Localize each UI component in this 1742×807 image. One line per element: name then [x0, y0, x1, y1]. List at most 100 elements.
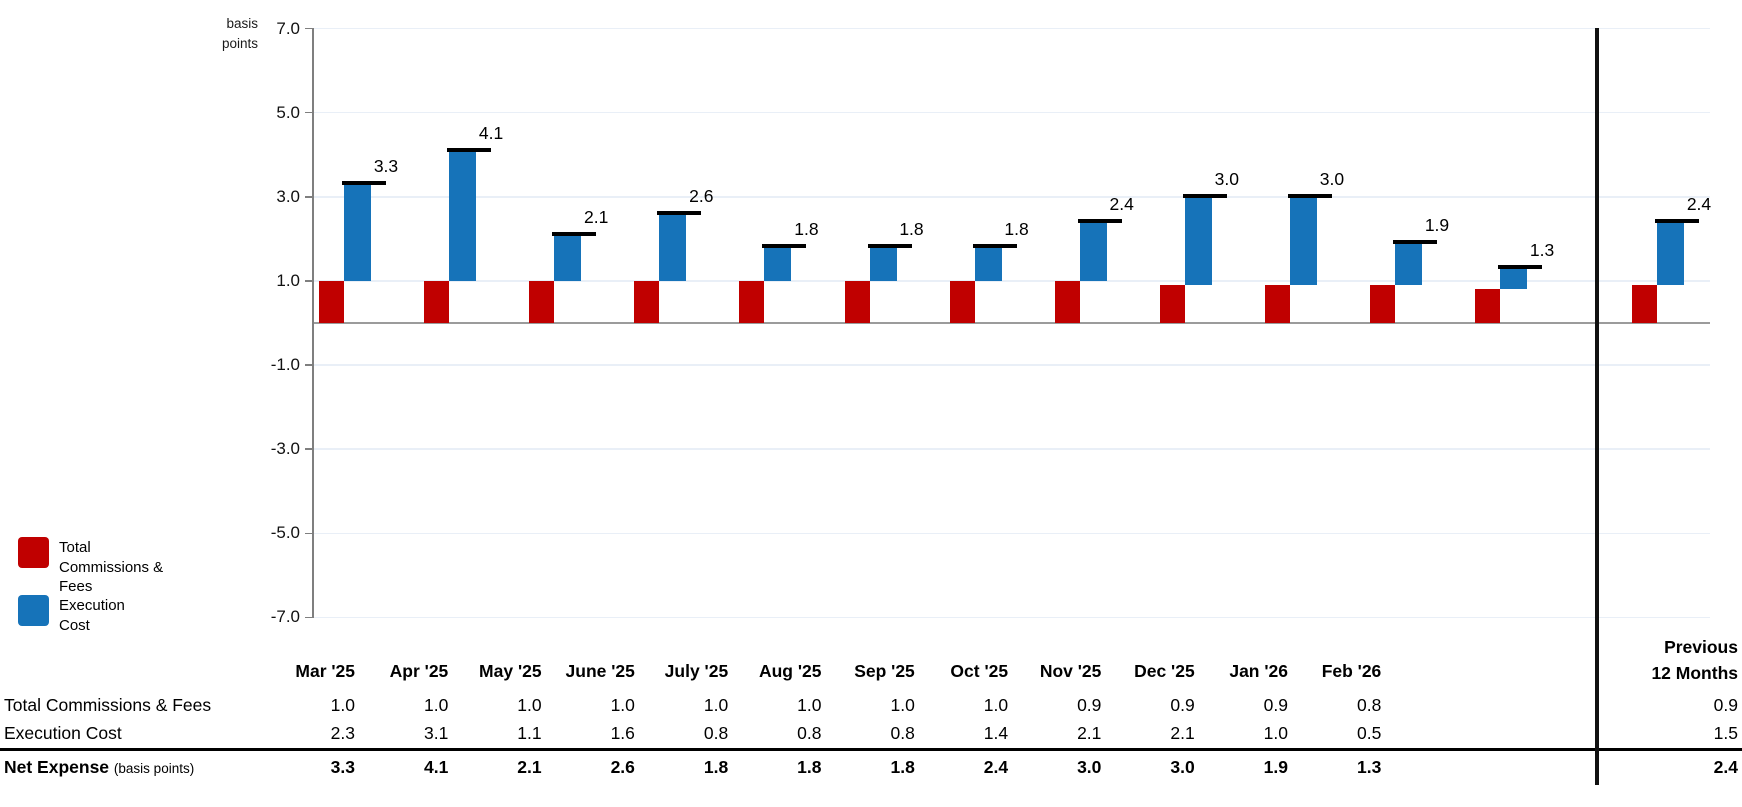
net-expense-value-label: 2.6 [689, 185, 714, 206]
y-tick-label: -5.0 [270, 523, 300, 543]
table-cell-net-expense: 4.1 [423, 757, 449, 777]
table-cell-total-commissions: 1.0 [330, 695, 355, 715]
net-expense-value-label: 1.8 [794, 219, 819, 240]
table-cell-execution-cost: 1.6 [610, 723, 635, 743]
table-row-label-net-expense: Net Expense (basis points) [4, 756, 194, 780]
bar-execution-cost [764, 247, 792, 281]
net-expense-value-label: 1.3 [1529, 240, 1555, 261]
table-cell-total-commissions: 1.0 [610, 695, 635, 715]
gridline [312, 616, 1710, 619]
table-cell-net-expense: 1.8 [797, 757, 822, 777]
net-expense-marker [1077, 219, 1122, 224]
table-header-month: Feb '26 [1321, 661, 1382, 681]
y-axis-tick [305, 111, 312, 114]
y-axis-line [312, 28, 314, 618]
table-header-month: May '25 [479, 661, 542, 681]
net-expense-marker [342, 181, 386, 186]
net-expense-marker [972, 244, 1017, 249]
net-expense-marker [1182, 193, 1227, 198]
table-cell-net-expense: 2.1 [517, 757, 542, 777]
net-expense-value-label: 1.8 [899, 219, 924, 240]
y-axis-tick [305, 27, 312, 30]
legend-label-total-commissions: Total Commissions & Fees [59, 539, 164, 595]
table-cell-total-commissions: 1.0 [423, 695, 449, 715]
table-cell-net-expense: 3.0 [1077, 757, 1102, 777]
bar-execution-cost [974, 247, 1002, 281]
bar-execution-cost [659, 213, 687, 281]
table-cell-net-expense: 1.3 [1356, 757, 1382, 777]
table-cell-total-commissions: 0.9 [1263, 695, 1288, 715]
bar-total-commissions-fees [319, 280, 344, 323]
table-total-rule [0, 748, 1742, 751]
net-expense-marker [1498, 265, 1543, 270]
net-expense-value-label: 3.0 [1214, 168, 1239, 189]
bar-execution-cost [1184, 196, 1212, 286]
table-header-month: Dec '25 [1134, 661, 1195, 681]
table-cell-execution-cost: 1.1 [517, 723, 542, 743]
bar-total-commissions-fees [1632, 285, 1657, 323]
gridline [312, 27, 1710, 30]
table-header-month: Apr '25 [389, 661, 449, 681]
bar-execution-cost [1500, 268, 1528, 290]
net-expense-marker [657, 210, 702, 215]
y-axis-tick [305, 196, 312, 198]
net-expense-value-label: 2.4 [1109, 194, 1134, 215]
bar-execution-cost [1657, 222, 1684, 286]
legend-label-execution-cost: Execution Cost [59, 597, 125, 634]
table-cell-net-expense: 2.6 [610, 757, 635, 777]
table-row-label-total-commissions: Total Commissions & Fees [4, 695, 212, 715]
table-cell-net-expense: 1.8 [890, 757, 915, 777]
bar-execution-cost [1079, 222, 1107, 281]
net-expense-value-label: 3.3 [373, 156, 399, 177]
zero-baseline [312, 322, 1710, 324]
table-cell-execution-cost: 0.8 [890, 723, 915, 743]
table-cell-execution-cost: 1.5 [1713, 723, 1738, 743]
table-cell-execution-cost: 2.1 [1077, 723, 1102, 743]
bar-execution-cost [1289, 196, 1317, 286]
y-axis-tick [305, 280, 312, 282]
gridline [312, 364, 1710, 366]
table-cell-net-expense: 2.4 [983, 757, 1009, 777]
table-cell-net-expense: 3.3 [330, 757, 355, 777]
net-expense-marker [1393, 240, 1437, 245]
table-cell-execution-cost: 0.8 [703, 723, 729, 743]
legend-item-execution-cost: Execution Cost [18, 595, 139, 635]
table-cell-total-commissions: 1.0 [703, 695, 729, 715]
y-axis-tick [305, 616, 312, 619]
table-header-month: Oct '25 [950, 661, 1009, 681]
gridline [312, 280, 1710, 282]
table-header-summary: Previous 12 Months [1651, 637, 1738, 683]
bar-total-commissions-fees [529, 280, 555, 323]
bar-total-commissions-fees [739, 280, 765, 323]
bar-execution-cost [344, 184, 371, 281]
table-cell-total-commissions: 1.0 [797, 695, 822, 715]
table-cell-execution-cost: 2.3 [330, 723, 355, 743]
table-cell-total-commissions: 1.0 [983, 695, 1009, 715]
table-cell-execution-cost: 1.4 [983, 723, 1009, 743]
bar-execution-cost [554, 234, 582, 281]
table-cell-net-expense: 1.9 [1263, 757, 1288, 777]
table-cell-net-expense: 3.0 [1170, 757, 1195, 777]
bar-execution-cost [449, 150, 477, 281]
net-expense-marker [447, 147, 492, 152]
bar-execution-cost [869, 247, 897, 281]
bar-total-commissions-fees [1370, 285, 1395, 323]
previous-period-separator-line [1595, 28, 1599, 785]
y-tick-label: 5.0 [276, 102, 300, 122]
net-expense-marker [1287, 193, 1332, 198]
gridline [312, 448, 1710, 450]
y-axis-unit-label: basis points [221, 16, 258, 51]
y-tick-label: -1.0 [270, 355, 300, 375]
net-expense-value-label: 2.4 [1686, 194, 1712, 215]
table-cell-total-commissions: 0.8 [1356, 695, 1382, 715]
legend-swatch-total-commissions [18, 537, 49, 568]
bar-total-commissions-fees [424, 280, 450, 323]
net-expense-marker [762, 244, 807, 249]
bar-total-commissions-fees [634, 280, 660, 323]
net-expense-value-label: 3.0 [1319, 168, 1345, 189]
y-axis-tick [305, 448, 312, 450]
table-cell-total-commissions: 1.0 [517, 695, 542, 715]
table-cell-total-commissions: 0.9 [1077, 695, 1102, 715]
bar-total-commissions-fees [1159, 285, 1185, 323]
